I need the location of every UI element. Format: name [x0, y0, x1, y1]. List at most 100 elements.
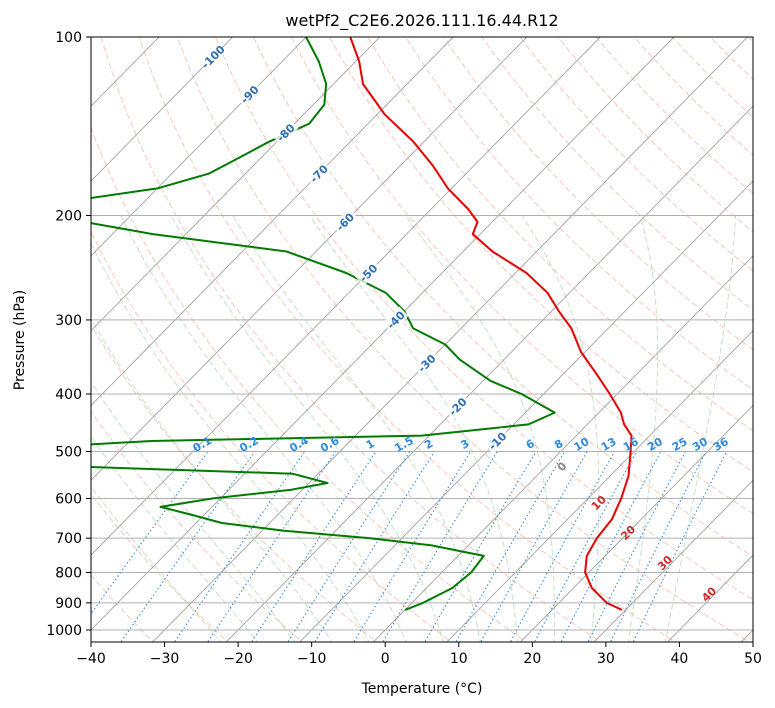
- dry-adiabat: [91, 230, 453, 642]
- mixing-ratio-line: [560, 451, 662, 642]
- pressure-gridlines: [91, 37, 753, 631]
- dry-adiabat: [481, 37, 753, 311]
- dry-label-bg: [484, 427, 511, 454]
- dry-label-bg: [354, 259, 382, 286]
- mixing-ratio-label: 3: [458, 437, 471, 452]
- moist-adiabat: [91, 317, 333, 642]
- moist-adiabat-label: 0: [555, 459, 570, 474]
- dry-adiabat: [91, 126, 527, 642]
- x-tick-label: 20: [523, 651, 541, 667]
- x-tick-label: −10: [297, 651, 327, 667]
- x-tick-label: 50: [744, 651, 762, 667]
- dry-adiabat: [252, 37, 753, 557]
- moist-adiabat: [91, 242, 370, 642]
- mixing-ratio-label: 2: [422, 437, 435, 452]
- dry-label-bg: [331, 208, 358, 235]
- dry-adiabat: [633, 37, 753, 156]
- dry-adiabat-cold: [0, 24, 7, 645]
- moist-adiabat: [91, 380, 296, 642]
- mixing-ratio-line: [314, 451, 436, 642]
- moist-adiabat: [91, 435, 259, 642]
- dry-adiabat: [214, 37, 753, 601]
- mixing-ratio-line: [287, 451, 411, 642]
- isotherm: [91, 37, 381, 332]
- dry-adiabat: [747, 37, 753, 43]
- dry-label-bg: [272, 119, 299, 146]
- moist-adiabat: [521, 215, 600, 642]
- x-tick-label: 30: [597, 651, 615, 667]
- dry-adiabat: [91, 493, 229, 642]
- isotherm: [519, 404, 753, 642]
- x-tick-label: −20: [223, 651, 253, 667]
- moist-adiabat: [664, 215, 736, 642]
- dry-adiabat: [329, 37, 753, 473]
- moist-adiabat: [627, 215, 659, 642]
- x-tick-label: −30: [150, 651, 180, 667]
- mixing-ratio-line: [609, 451, 707, 642]
- isotherm: [446, 330, 753, 642]
- y-tick-label: 500: [55, 444, 82, 460]
- x-axis-ticks: −40 −30 −20 −10 0 10 20 30 40 50: [76, 642, 762, 667]
- moist-adiabat: [170, 215, 444, 642]
- mixing-ratio-line: [479, 451, 588, 642]
- isotherm: [91, 37, 528, 481]
- isotherm: [593, 479, 753, 642]
- dry-label-bg: [382, 306, 409, 333]
- y-axis-ticks: 100 200 300 400 500 600 700 800 900 1000: [46, 30, 91, 639]
- chart-title: wetPf2_C2E6.2026.111.16.44.R12: [285, 11, 558, 31]
- y-tick-label: 600: [55, 491, 82, 507]
- y-axis-label: Pressure (hPa): [12, 290, 28, 390]
- dry-adiabat: [709, 37, 753, 81]
- moist-adiabat-label: 10: [589, 493, 609, 513]
- moist-adiabat: [91, 485, 222, 642]
- moist-adiabat: [232, 215, 481, 642]
- x-tick-label: 10: [450, 651, 468, 667]
- y-tick-label: 800: [55, 566, 82, 582]
- isotherms: [91, 37, 753, 642]
- mixing-ratio-line: [207, 451, 337, 642]
- dry-adiabat: [91, 410, 304, 642]
- dewpoint-profile: [91, 37, 556, 611]
- dry-adiabat: [367, 37, 753, 432]
- mixing-ratio-line: [120, 451, 256, 642]
- mixing-ratio-line: [174, 451, 306, 642]
- dry-adiabat: [671, 37, 753, 118]
- dry-label-bg: [305, 160, 332, 187]
- y-tick-label: 300: [55, 313, 82, 329]
- mixing-ratio-label: 1: [364, 437, 377, 452]
- isotherm: [91, 37, 675, 631]
- x-tick-label: 0: [381, 651, 390, 667]
- profile-lines: [91, 37, 633, 611]
- x-axis-label: Temperature (°C): [361, 681, 483, 697]
- dry-label-bg: [444, 393, 471, 420]
- y-tick-label: 400: [55, 387, 82, 403]
- annotation-labels: 0.10.20.40.611.52346810131620253036-100-…: [191, 43, 731, 605]
- moist-adiabat: [120, 215, 407, 642]
- x-tick-label: 40: [671, 651, 689, 667]
- plot-area: 0.10.20.40.611.52346810131620253036-100-…: [0, 24, 753, 645]
- y-tick-label: 700: [55, 531, 82, 547]
- dry-label-bg: [199, 43, 226, 70]
- moist-adiabat-label: 40: [699, 584, 719, 604]
- mixing-ratio-line: [353, 451, 472, 642]
- dry-adiabat: [519, 37, 753, 272]
- mixing-ratio-label: 8: [552, 437, 565, 452]
- isotherm: [225, 105, 753, 642]
- mixing-ratio-lines: [91, 451, 728, 642]
- isotherm: [372, 255, 753, 642]
- moist-adiabat-label: 30: [655, 553, 675, 573]
- isotherm: [152, 37, 749, 642]
- dry-adiabat: [443, 37, 753, 351]
- dry-adiabat: [405, 37, 753, 391]
- isotherm: [91, 37, 307, 257]
- mixing-ratio-line: [424, 451, 537, 642]
- dry-label-bg: [236, 81, 263, 108]
- y-tick-label: 100: [55, 30, 82, 46]
- mixing-ratio-line: [587, 451, 686, 642]
- x-tick-label: −40: [76, 651, 106, 667]
- mixing-ratio-line: [533, 451, 638, 642]
- temperature-profile: [349, 37, 633, 611]
- isotherm: [91, 37, 454, 407]
- plot-frame: [90, 36, 754, 643]
